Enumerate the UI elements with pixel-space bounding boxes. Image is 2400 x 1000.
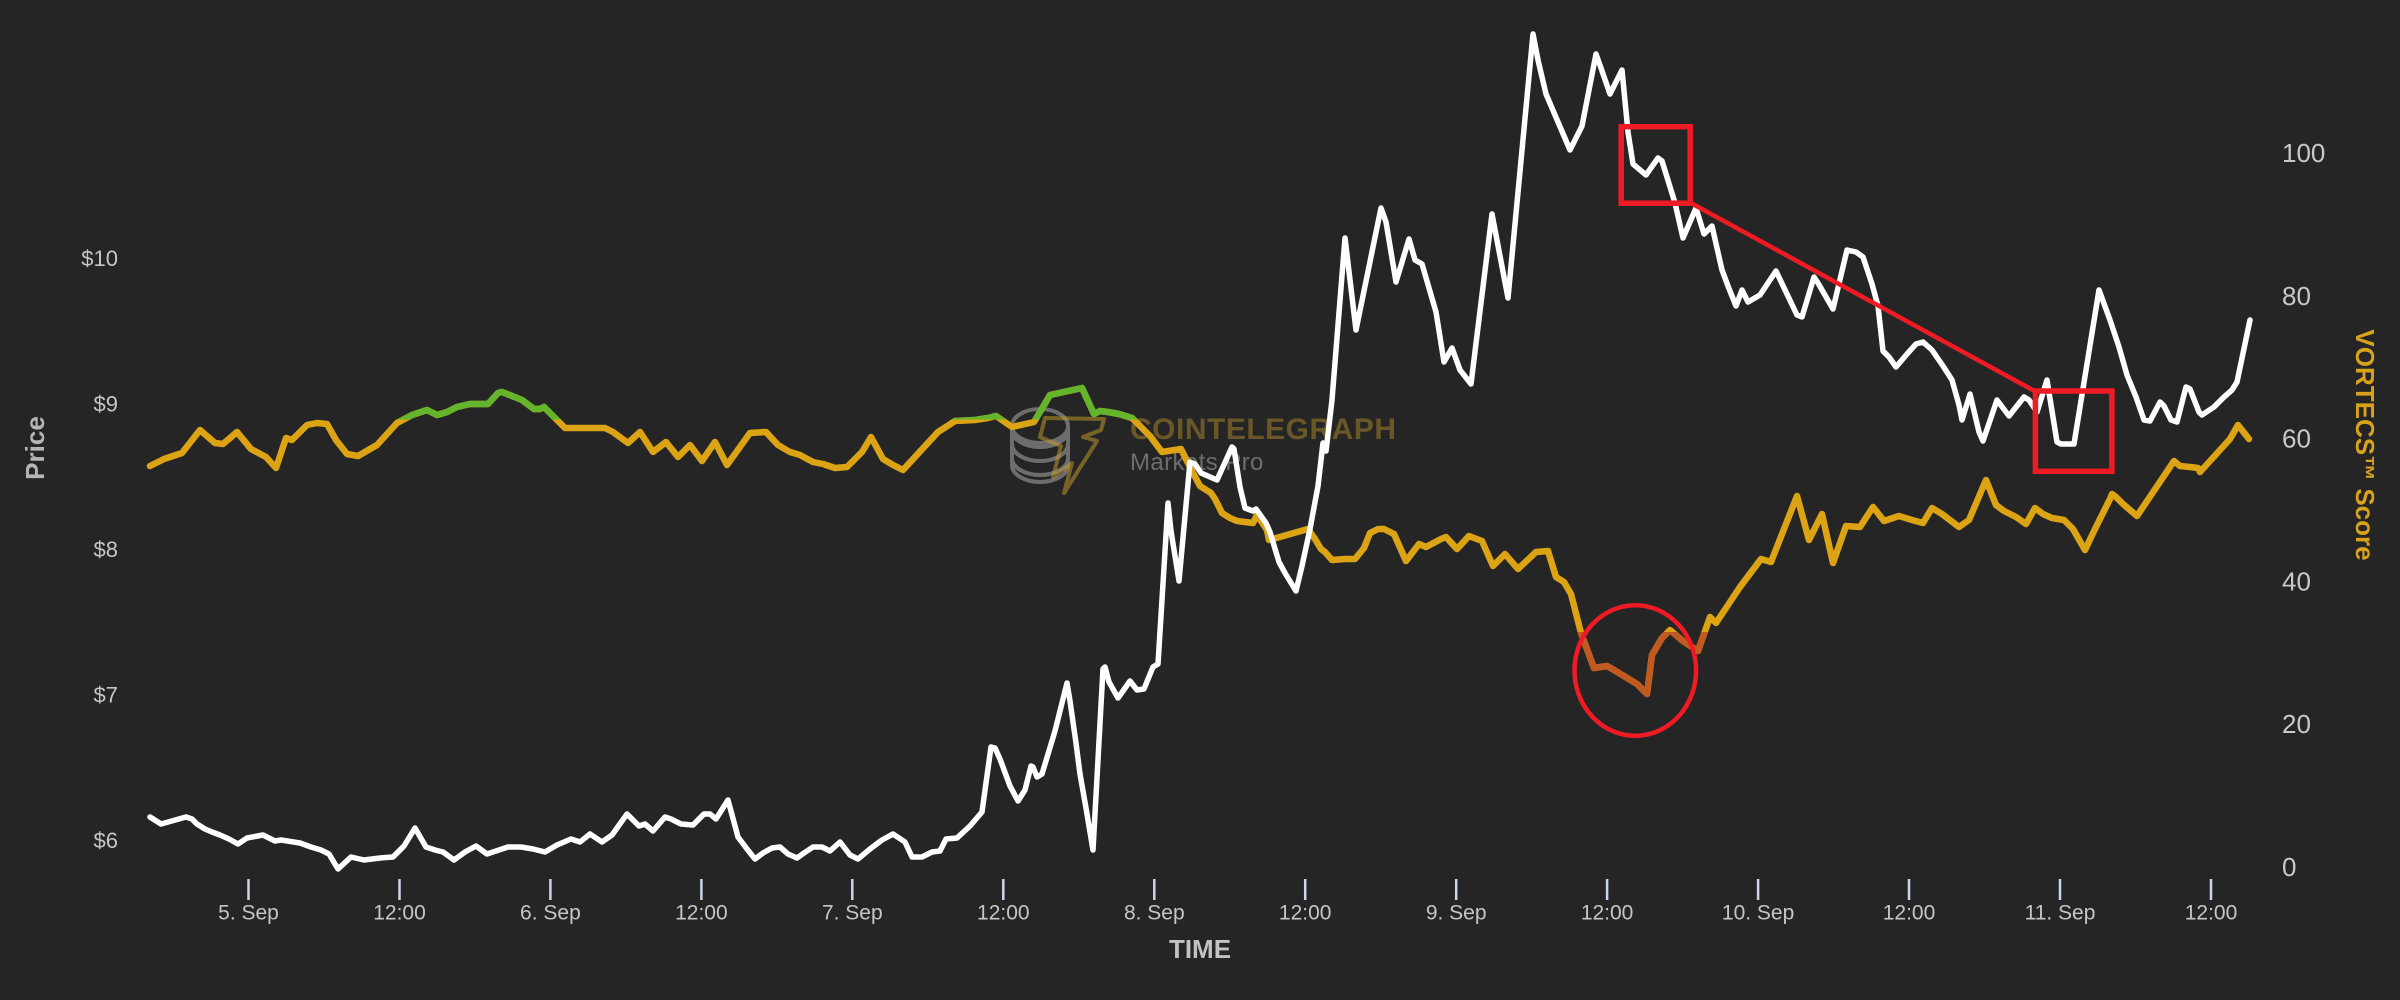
svg-text:12:00: 12:00 (977, 902, 1030, 925)
svg-text:$9: $9 (94, 392, 118, 417)
svg-text:12:00: 12:00 (1883, 902, 1936, 925)
svg-text:12:00: 12:00 (2185, 902, 2238, 925)
svg-text:100: 100 (2282, 138, 2325, 168)
svg-text:$6: $6 (94, 828, 118, 853)
svg-text:$8: $8 (94, 537, 118, 562)
svg-text:11. Sep: 11. Sep (2025, 902, 2096, 925)
svg-text:12:00: 12:00 (1279, 902, 1332, 925)
svg-text:8. Sep: 8. Sep (1124, 902, 1185, 925)
svg-text:$10: $10 (81, 246, 118, 271)
svg-text:TIME: TIME (1169, 934, 1231, 964)
svg-text:12:00: 12:00 (373, 902, 426, 925)
svg-text:7. Sep: 7. Sep (822, 902, 883, 925)
svg-text:$7: $7 (94, 683, 118, 708)
svg-text:Price: Price (20, 416, 50, 480)
svg-text:5. Sep: 5. Sep (218, 902, 279, 925)
svg-text:6. Sep: 6. Sep (520, 902, 581, 925)
svg-text:60: 60 (2282, 424, 2311, 454)
svg-text:12:00: 12:00 (675, 902, 728, 925)
svg-text:9. Sep: 9. Sep (1426, 902, 1487, 925)
svg-text:20: 20 (2282, 709, 2311, 739)
svg-text:10. Sep: 10. Sep (1722, 902, 1794, 925)
svg-text:COINTELEGRAPH: COINTELEGRAPH (1130, 413, 1397, 446)
svg-text:12:00: 12:00 (1581, 902, 1634, 925)
svg-text:80: 80 (2282, 281, 2311, 311)
svg-text:0: 0 (2282, 852, 2296, 882)
svg-text:40: 40 (2282, 566, 2311, 596)
svg-text:VORTECS™ Score: VORTECS™ Score (2350, 329, 2380, 560)
